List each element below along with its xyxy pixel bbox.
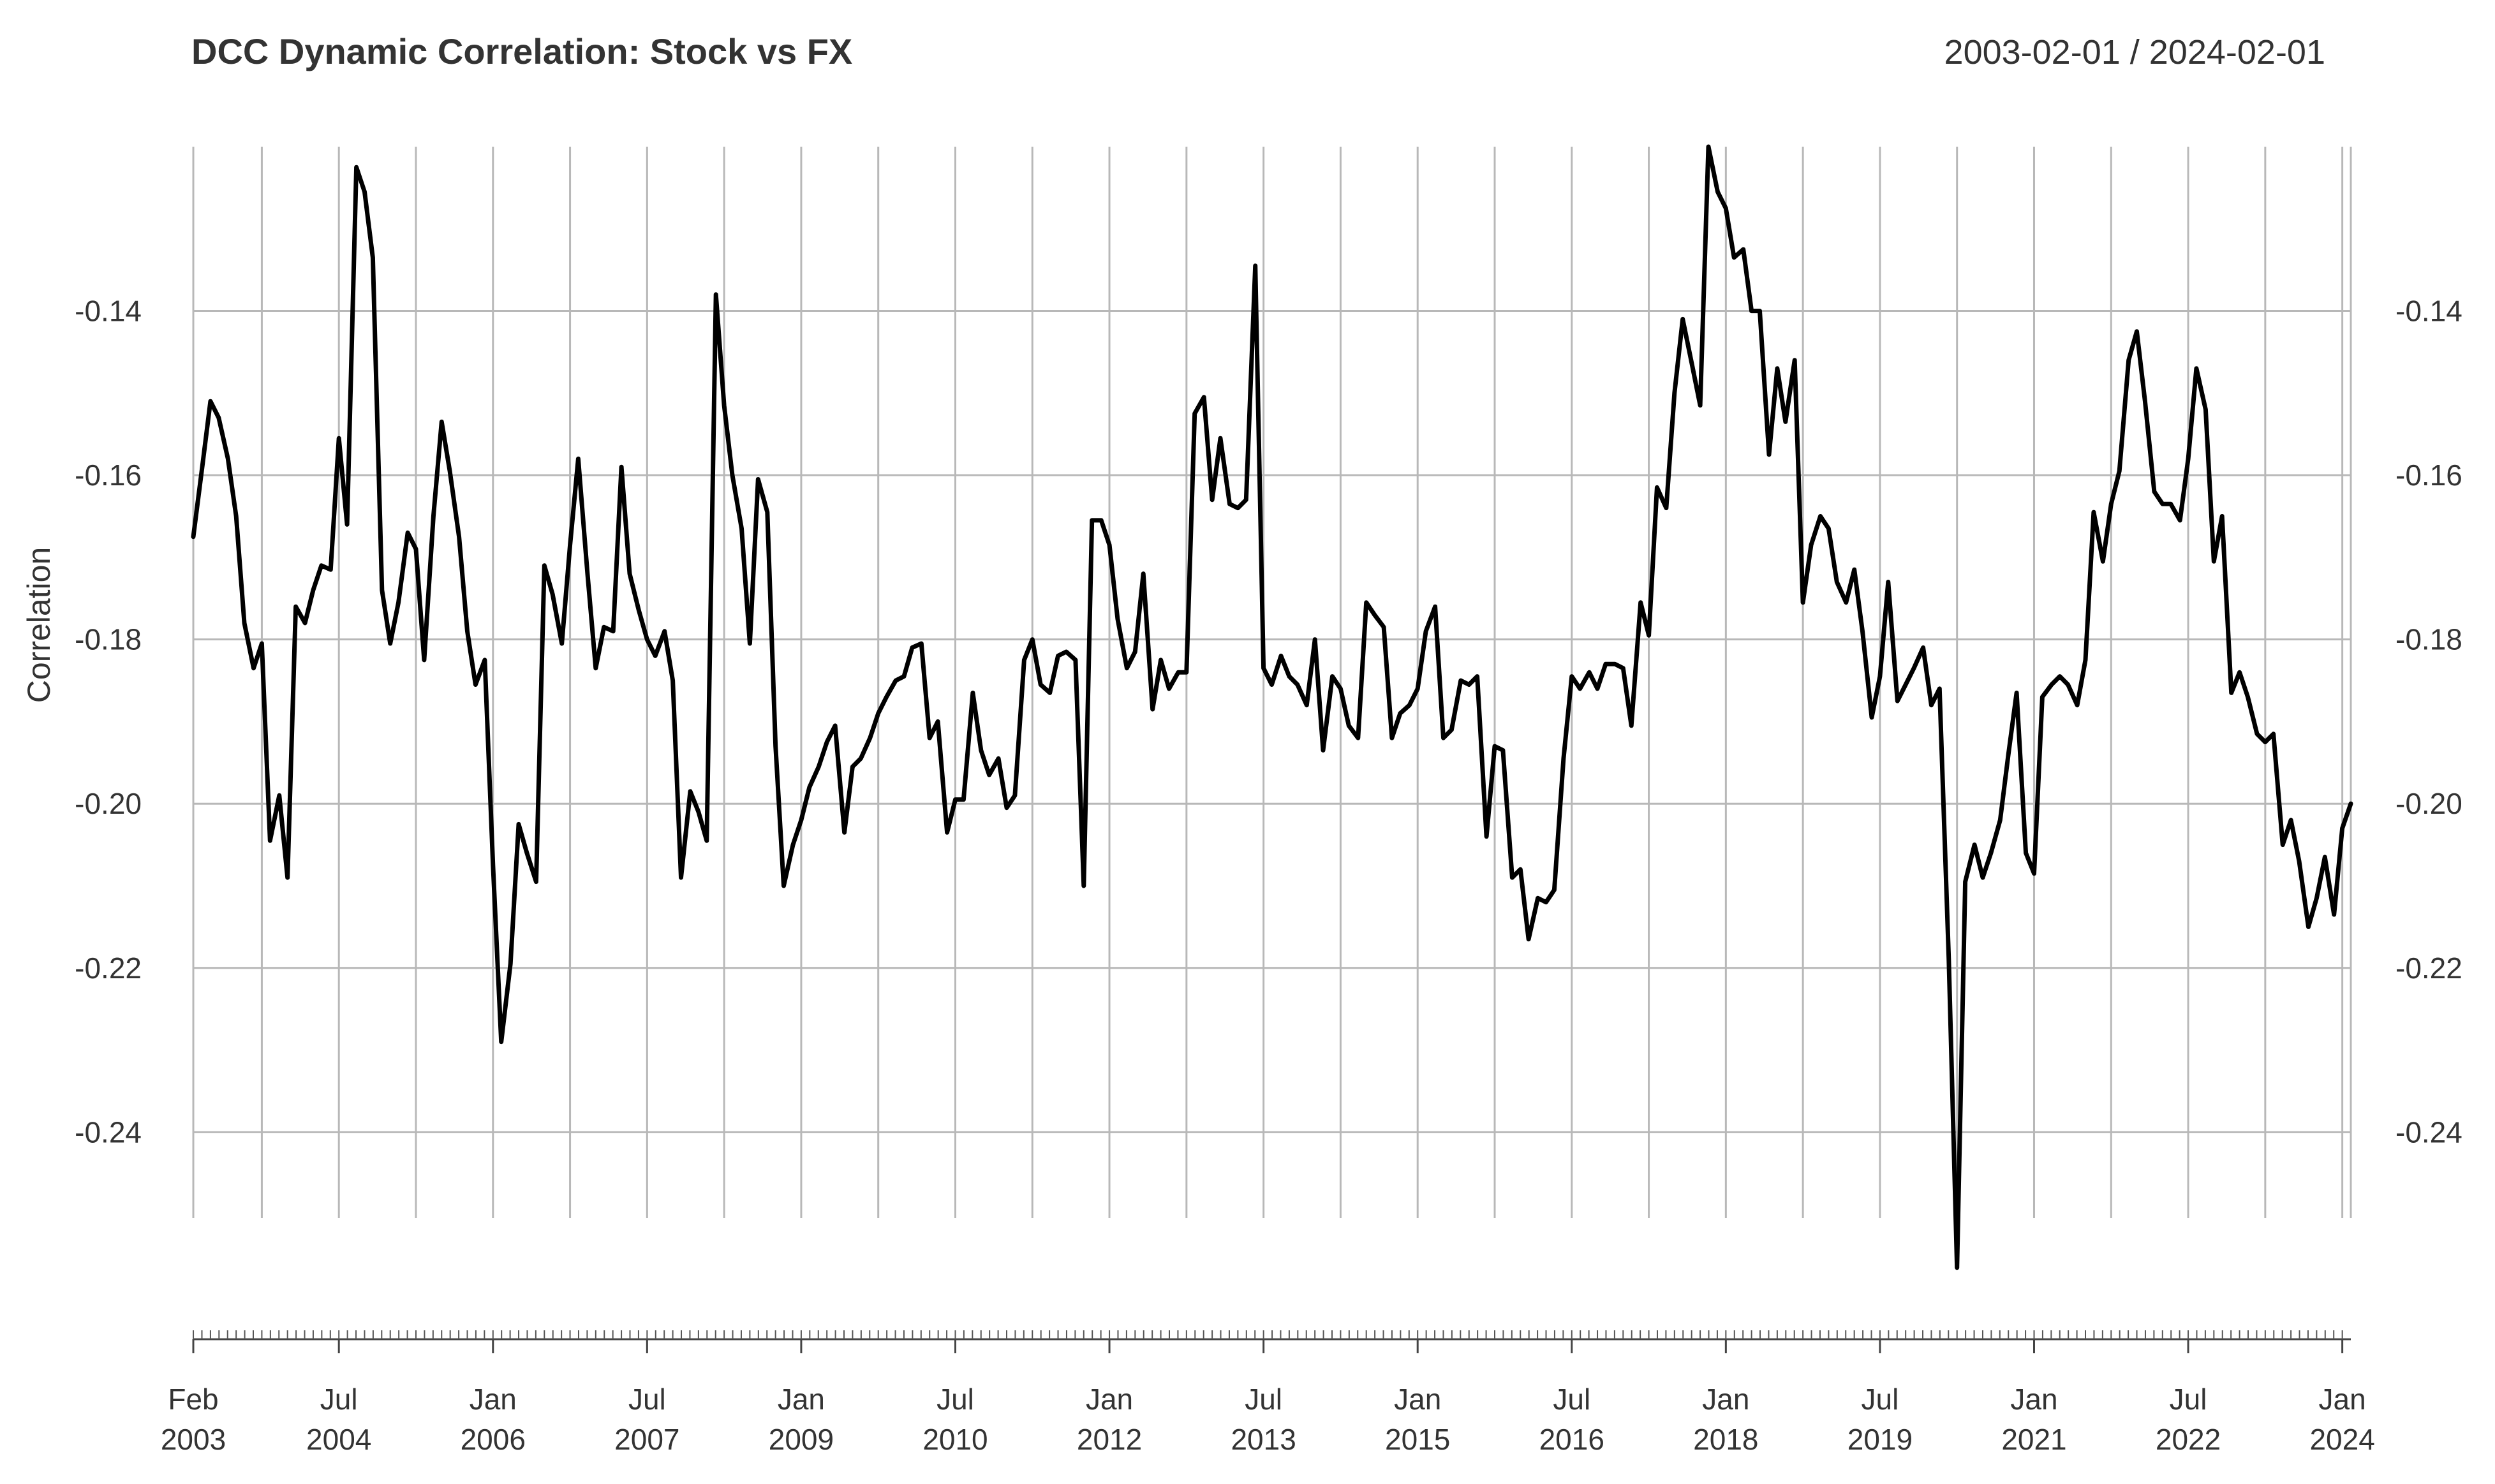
x-tick-month: Jan [1394, 1383, 1441, 1416]
x-tick-year: 2007 [614, 1423, 679, 1456]
y-tick-label-right: -0.20 [2395, 787, 2462, 820]
y-tick-label-right: -0.14 [2395, 295, 2462, 328]
horizontal-gridlines [193, 310, 2351, 1133]
y-tick-labels-left: -0.14 -0.16 -0.18 -0.20 -0.22 -0.24 [75, 295, 142, 1149]
date-range-label: 2003-02-01 / 2024-02-01 [1944, 33, 2325, 71]
x-tick-month: Jul [1245, 1383, 1282, 1416]
x-tick-month: Jan [1702, 1383, 1749, 1416]
x-tick-month: Jul [2170, 1383, 2207, 1416]
x-tick-year: 2019 [1847, 1423, 1913, 1456]
x-tick-year: 2015 [1385, 1423, 1450, 1456]
y-tick-label-left: -0.14 [75, 295, 142, 328]
series-group [191, 144, 2353, 1270]
x-tick-month: Jul [1862, 1383, 1899, 1416]
x-tick-year: 2016 [1539, 1423, 1604, 1456]
x-tick-year: 2018 [1693, 1423, 1758, 1456]
y-tick-label-right: -0.24 [2395, 1115, 2462, 1149]
x-tick-month: Jan [470, 1383, 517, 1416]
x-tick-year: 2022 [2156, 1423, 2221, 1456]
x-tick-year: 2006 [461, 1423, 526, 1456]
chart-title: DCC Dynamic Correlation: Stock vs FX [191, 31, 852, 71]
x-tick-year: 2024 [2309, 1423, 2374, 1456]
x-tick-year: 2004 [306, 1423, 371, 1456]
x-tick-month: Jan [778, 1383, 825, 1416]
y-tick-labels-right: -0.14 -0.16 -0.18 -0.20 -0.22 -0.24 [2395, 295, 2462, 1149]
y-tick-label-left: -0.20 [75, 787, 142, 820]
y-tick-label-right: -0.22 [2395, 951, 2462, 985]
x-tick-month: Jul [320, 1383, 358, 1416]
x-tick-year: 2010 [922, 1423, 988, 1456]
x-tick-month: Jan [1086, 1383, 1133, 1416]
x-tick-month: Jul [1553, 1383, 1590, 1416]
series-line [191, 144, 2353, 1270]
x-tick-year: 2003 [161, 1423, 226, 1456]
y-tick-label-left: -0.18 [75, 623, 142, 656]
vertical-gridlines [192, 147, 2352, 1218]
x-tick-month: Jan [2319, 1383, 2366, 1416]
x-tick-year: 2013 [1231, 1423, 1296, 1456]
y-tick-label-right: -0.16 [2395, 459, 2462, 492]
x-tick-month: Jan [2010, 1383, 2057, 1416]
x-axis: Feb 2003 Jul 2004 Jan 2006 Jul 2007 Jan 2009 Jul 20… [161, 1330, 2375, 1456]
y-tick-label-left: -0.22 [75, 951, 142, 985]
x-tick-year: 2021 [2001, 1423, 2066, 1456]
x-tick-month: Jul [937, 1383, 974, 1416]
y-axis-label: Correlation [21, 547, 57, 703]
x-tick-year: 2012 [1077, 1423, 1142, 1456]
x-tick-month: Feb [168, 1383, 218, 1416]
y-tick-label-left: -0.16 [75, 459, 142, 492]
y-tick-label-left: -0.24 [75, 1115, 142, 1149]
x-tick-year: 2009 [769, 1423, 834, 1456]
x-tick-month: Jul [628, 1383, 666, 1416]
y-tick-label-right: -0.18 [2395, 623, 2462, 656]
